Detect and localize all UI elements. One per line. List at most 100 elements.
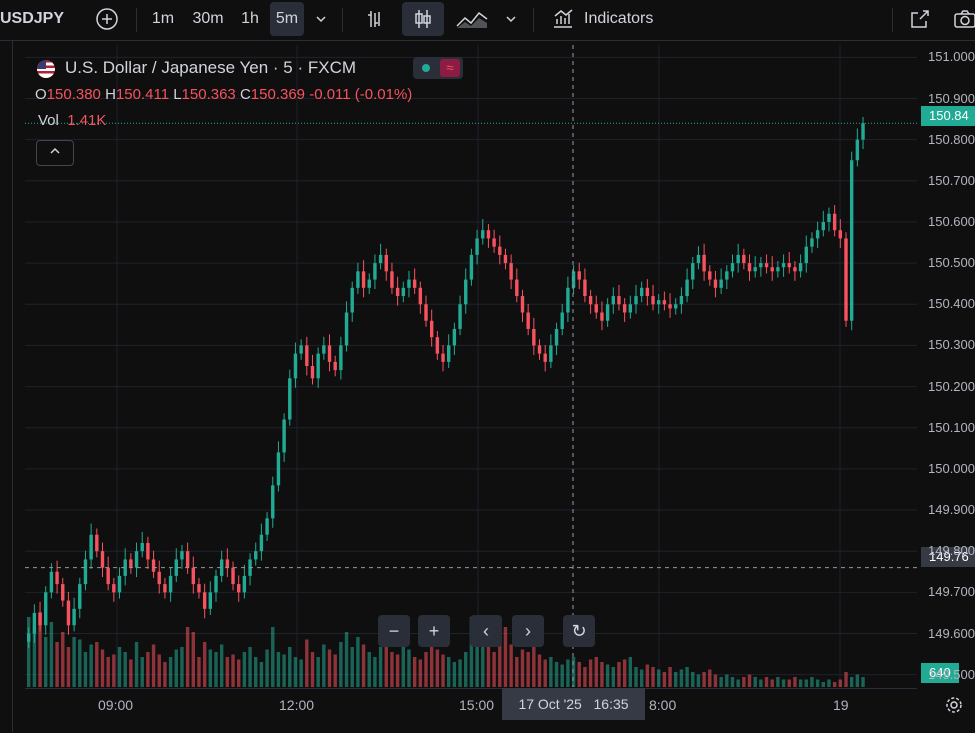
plus-circle-icon[interactable] — [90, 2, 124, 36]
price-chart[interactable] — [25, 45, 917, 687]
indicators-button[interactable]: Indicators — [584, 10, 654, 27]
volume-bar — [106, 657, 110, 687]
volume-bar — [810, 677, 814, 687]
volume-bar — [373, 657, 377, 687]
candle-body — [61, 584, 65, 601]
volume-bar — [611, 667, 615, 687]
fullscreen-icon[interactable] — [903, 2, 937, 36]
toolbar-divider — [892, 8, 893, 32]
zoom-out-button[interactable]: − — [378, 615, 410, 647]
candle-body — [651, 296, 655, 305]
candle-body — [333, 361, 337, 371]
high-value: 150.411 — [115, 86, 170, 103]
indicators-icon[interactable] — [546, 2, 580, 36]
volume-bar — [61, 632, 65, 687]
candle-body — [537, 345, 542, 354]
candle-body — [560, 312, 564, 329]
volume-bar — [708, 669, 712, 687]
scroll-left-button[interactable]: ‹ — [470, 615, 502, 647]
candle-body — [588, 296, 593, 305]
candle-body — [231, 567, 235, 585]
candle-body — [151, 559, 156, 572]
candle-body — [384, 254, 388, 272]
volume-bar — [123, 652, 127, 687]
collapse-legend-button[interactable] — [36, 140, 74, 166]
volume-bar — [560, 664, 564, 687]
scroll-right-button[interactable]: › — [512, 615, 544, 647]
interval-30m[interactable]: 30m — [192, 10, 224, 27]
candle-body — [129, 559, 133, 568]
candle-body — [322, 345, 326, 354]
candle-body — [770, 267, 774, 272]
volume-bar — [566, 659, 570, 687]
candle-body — [509, 263, 513, 280]
interval-1h[interactable]: 1h — [241, 10, 259, 27]
candlestick-icon[interactable] — [402, 2, 444, 36]
candle-body — [123, 559, 127, 576]
volume-bar — [588, 659, 593, 687]
drawing-toolbar[interactable] — [0, 41, 13, 732]
candle-body — [464, 279, 468, 305]
candle-body — [242, 575, 247, 593]
volume-bar — [492, 652, 496, 687]
volume-bar — [378, 647, 383, 687]
volume-bar — [702, 672, 706, 687]
candle-body — [832, 213, 837, 231]
candle-body — [27, 633, 31, 642]
volume-bar — [259, 662, 264, 687]
price-label: 151.000 — [928, 49, 975, 65]
volume-bar — [651, 667, 655, 687]
area-chart-icon[interactable] — [452, 2, 492, 36]
candle-body — [844, 238, 848, 321]
volume-bar — [197, 657, 201, 687]
chevron-down-icon[interactable] — [308, 2, 334, 36]
volume-bar — [293, 657, 298, 687]
candle-body — [554, 328, 559, 346]
close-value: 150.369 — [250, 86, 306, 103]
settings-icon[interactable] — [944, 695, 964, 720]
volume-bar — [685, 667, 689, 687]
volume-bar — [583, 667, 587, 687]
volume-bar — [129, 659, 133, 687]
candle-body — [849, 160, 854, 321]
volume-bar — [662, 672, 667, 687]
volume-bar — [486, 647, 491, 687]
candle-body — [861, 123, 865, 140]
market-status-pill[interactable]: ≈ — [413, 57, 463, 79]
volume-bar — [424, 652, 428, 687]
volume-bar — [645, 664, 650, 687]
time-label: 19 — [833, 697, 849, 713]
candle-body — [526, 312, 530, 329]
price-label: 150.100 — [928, 419, 975, 435]
zoom-in-button[interactable]: + — [418, 615, 450, 647]
top-toolbar: USDJPY 1m 30m 1h 5m Indicators — [0, 0, 975, 41]
price-label: 150.600 — [928, 213, 975, 229]
camera-icon[interactable] — [950, 2, 975, 36]
candle-body — [577, 271, 581, 280]
candle-body — [583, 279, 587, 297]
interval-5m[interactable]: 5m — [270, 2, 304, 36]
bar-chart-icon[interactable] — [358, 2, 392, 36]
candle-body — [180, 551, 184, 560]
volume-bar — [401, 644, 405, 687]
open-value: 150.380 — [46, 86, 101, 103]
reset-chart-button[interactable]: ↻ — [563, 615, 595, 647]
volume-bar — [815, 679, 820, 687]
volume-bar — [55, 642, 59, 687]
candle-body — [657, 300, 661, 305]
candle-body — [713, 279, 718, 288]
volume-bar — [202, 642, 207, 687]
time-label: 12:00 — [279, 697, 315, 713]
candle-body — [475, 238, 479, 255]
candle-body — [611, 296, 615, 305]
candle-body — [628, 304, 633, 313]
chevron-down-icon[interactable] — [498, 2, 524, 36]
volume-label: Vol — [38, 112, 59, 129]
interval-1m[interactable]: 1m — [151, 10, 175, 27]
volume-bar — [861, 677, 865, 687]
candle-body — [191, 567, 195, 585]
time-axis[interactable] — [25, 688, 917, 733]
candle-body — [327, 345, 332, 362]
symbol-search[interactable]: USDJPY — [0, 10, 65, 27]
candle-body — [458, 304, 462, 329]
